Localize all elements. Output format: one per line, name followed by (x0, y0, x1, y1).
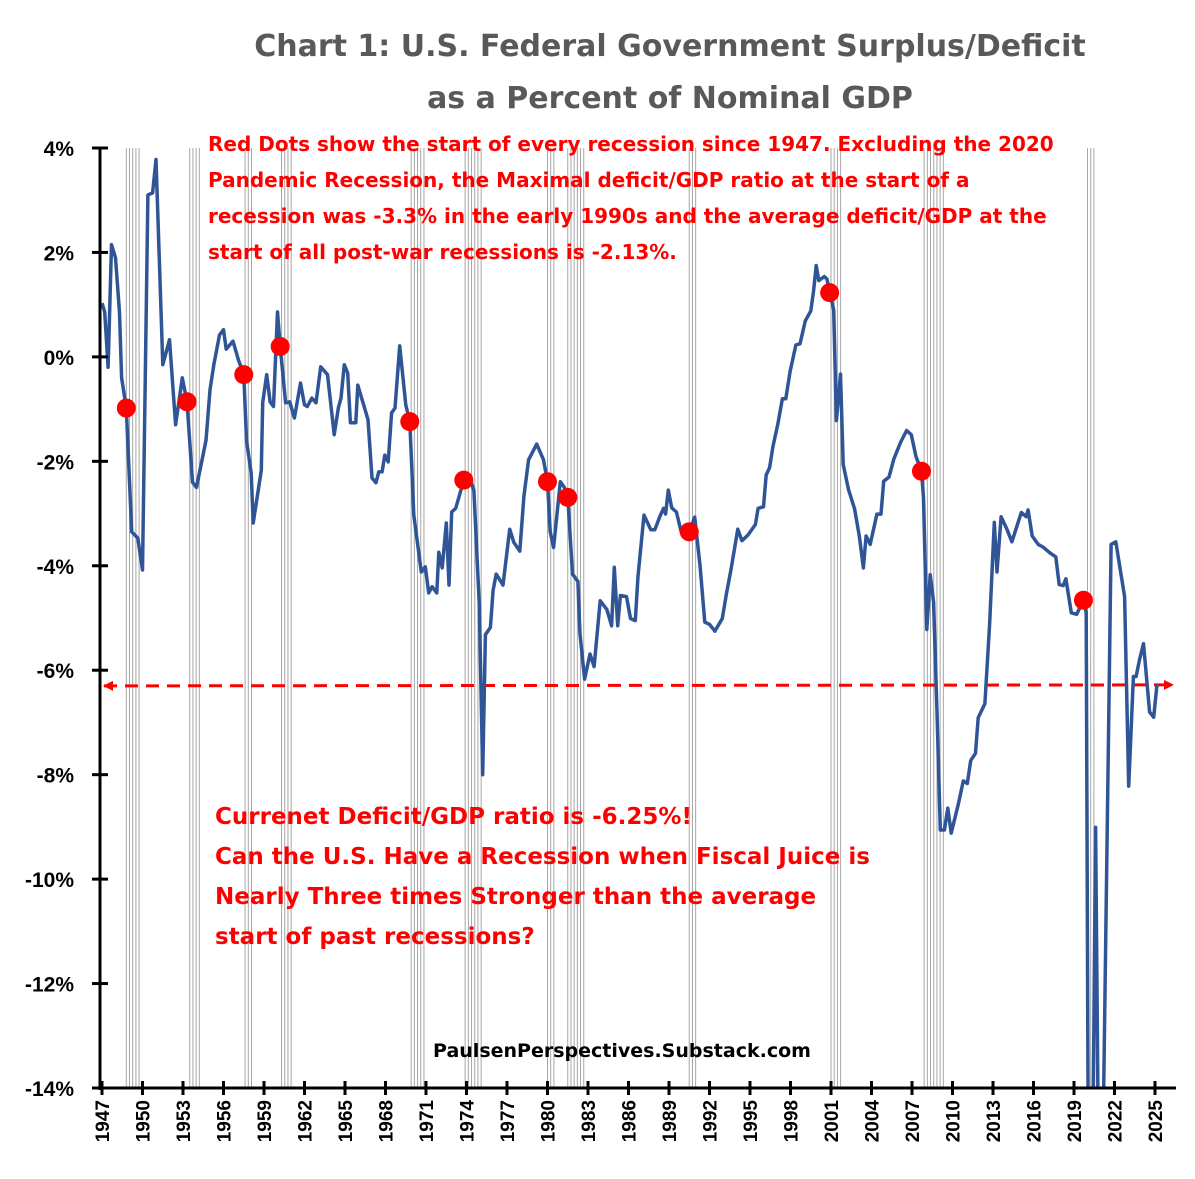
recession-start-dots (116, 283, 1093, 610)
x-tick-label: 1980 (539, 1100, 560, 1142)
bottom-annotation: Currenet Deficit/GDP ratio is -6.25%! Ca… (215, 804, 870, 950)
top-annotation-line: Pandemic Recession, the Maximal deficit/… (208, 168, 969, 192)
bottom-annotation-line: Currenet Deficit/GDP ratio is -6.25%! (215, 804, 692, 830)
x-tick-label: 2004 (863, 1100, 884, 1143)
bottom-annotation-line: Can the U.S. Have a Recession when Fisca… (215, 844, 870, 870)
x-tick-label: 1986 (620, 1100, 641, 1142)
x-tick-label: 1977 (498, 1100, 519, 1142)
recession-start-dot (558, 487, 578, 507)
x-tick-label: 2019 (1065, 1100, 1086, 1142)
top-annotation-line: recession was -3.3% in the early 1990s a… (208, 204, 1047, 228)
series-lines (100, 157, 1159, 1088)
recession-start-dot (820, 283, 840, 303)
recession-start-dot (116, 398, 136, 418)
recession-start-dot (400, 412, 420, 432)
y-tick-label: -2% (37, 451, 75, 474)
x-tick-label: 1965 (336, 1100, 357, 1143)
x-tick-label: 1974 (458, 1100, 479, 1143)
y-tick-labels: 4% 2% 0% -2% -4% -6% -8% -10% -12% -14% (25, 138, 74, 1101)
x-tick-label: 2016 (1025, 1100, 1046, 1142)
x-tick-label: 2007 (903, 1100, 924, 1142)
x-tick-label: 1959 (255, 1100, 276, 1142)
x-tick-labels: 1947 1950 1953 1956 1959 1962 1965 1968 1971 1974… (93, 1100, 1167, 1143)
recession-start-dot (538, 472, 557, 492)
x-tick-label: 1962 (296, 1100, 317, 1142)
top-annotation-line: Red Dots show the start of every recessi… (208, 132, 1054, 156)
x-tick-label: 2025 (1146, 1100, 1167, 1143)
recession-start-dot (679, 522, 699, 542)
x-tick-label: 1992 (701, 1100, 722, 1142)
y-tick-label: -8% (37, 765, 75, 788)
x-tick-label: 1953 (174, 1100, 195, 1142)
bottom-annotation-line: Nearly Three times Stronger than the ave… (215, 884, 816, 910)
x-tick-label: 1989 (660, 1100, 681, 1142)
x-tick-label: 1956 (215, 1100, 236, 1142)
y-tick-label: -4% (37, 556, 75, 579)
y-tick-label: -10% (25, 869, 74, 892)
recession-start-dot (1073, 590, 1093, 610)
top-annotation: Red Dots show the start of every recessi… (208, 132, 1054, 264)
y-tick-label: -6% (37, 660, 75, 683)
y-tick-label: -12% (25, 974, 74, 997)
y-tick-label: 0% (44, 347, 75, 370)
chart-title-line-2: as a Percent of Nominal GDP (427, 81, 913, 116)
chart-title-line-1: Chart 1: U.S. Federal Government Surplus… (254, 29, 1086, 64)
recession-start-dot (177, 392, 197, 412)
y-tick-label: 4% (44, 138, 75, 161)
reference-dashed-arrow (103, 679, 1174, 691)
recession-start-dot (454, 470, 474, 490)
recession-start-dot (234, 365, 254, 385)
top-annotation-line: start of all post-war recessions is -2.1… (208, 240, 677, 264)
series-line (100, 157, 1159, 1088)
bottom-annotation-line: start of past recessions? (215, 924, 535, 950)
y-tick-label: -14% (25, 1078, 74, 1101)
y-tick-label: 2% (44, 242, 75, 265)
x-tick-label: 1998 (782, 1100, 803, 1142)
x-tick-label: 2013 (984, 1100, 1005, 1142)
x-tick-label: 1971 (417, 1100, 438, 1143)
axes (92, 146, 1176, 1095)
x-tick-label: 2001 (822, 1100, 843, 1143)
recession-start-dot (911, 461, 931, 481)
x-tick-label: 1983 (579, 1100, 600, 1142)
x-tick-label: 1947 (93, 1100, 114, 1142)
x-tick-label: 1950 (134, 1100, 155, 1142)
x-tick-label: 2010 (944, 1100, 965, 1142)
x-tick-label: 2022 (1106, 1100, 1127, 1142)
x-tick-label: 1968 (377, 1100, 398, 1142)
source-watermark: PaulsenPerspectives.Substack.com (433, 1040, 811, 1062)
reference-line (103, 679, 1174, 691)
x-tick-label: 1995 (741, 1100, 762, 1143)
recession-start-dot (270, 336, 290, 356)
recession-bands (125, 148, 1095, 1088)
